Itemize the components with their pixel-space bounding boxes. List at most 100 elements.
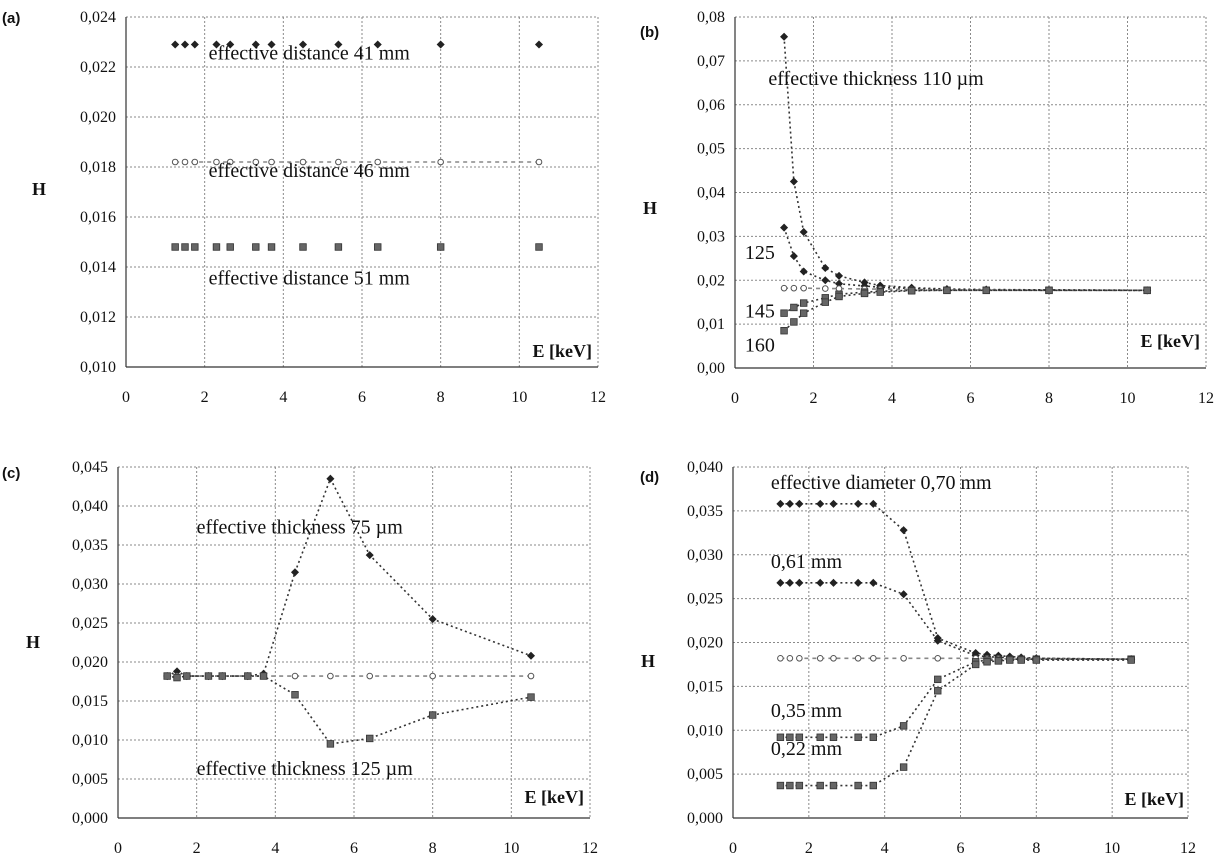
series-4 [780,286,1151,335]
y-tick-label: 0,08 [697,9,725,26]
series-0-point-4 [834,271,844,280]
series-3-point-1 [786,733,794,741]
series-0-point-9 [365,551,374,560]
series-0-point-6 [267,40,276,49]
y-tick-label: 0,000 [687,810,723,827]
series-1-point-3 [821,276,830,285]
series-2-point-2 [191,243,199,251]
series-0-point-5 [854,499,863,508]
y-tick-label: 0,020 [80,109,116,126]
series-2-point-10 [436,243,445,251]
y-tick-label: 0,07 [697,53,725,70]
series-0 [776,499,1136,664]
series-0-point-2 [799,227,808,237]
series-0-point-3 [821,263,830,272]
series-3-line [780,658,1132,739]
series-3-point-6 [869,733,877,741]
x-tick-label: 10 [511,389,527,406]
series-0-point-7 [899,526,908,535]
series-2-point-10 [428,711,437,719]
series-4-point-1 [790,318,798,326]
series-0-point-1 [180,40,190,49]
y-tick-label: 0,045 [72,459,108,476]
series-4-point-2 [799,309,808,317]
y-tick-label: 0,010 [687,722,723,739]
x-tick-label: 8 [429,840,437,857]
panel-1: 0 2 4 6 8 10 12 0,00 0,01 0,02 0,03 0,04 0,05 0,06 0,0… [640,9,1214,407]
series-2-point-3 [816,654,824,662]
series-4-point-9 [971,660,980,669]
series-0-point-1 [789,177,798,186]
series-4-point-2 [795,781,804,790]
y-tick-label: 0,035 [72,537,108,554]
y-tick-label: 0,04 [697,185,725,202]
x-tick-label: 4 [881,840,889,857]
series-0-point-9 [373,40,382,49]
series-0-point-3 [212,40,221,49]
series-3 [776,655,1135,741]
y-axis-title: H [643,198,657,218]
series-0 [171,40,544,49]
x-tick-label: 6 [957,840,965,857]
y-axis-title: H [26,632,40,652]
series-4-point-6 [876,288,884,296]
series-4-point-7 [899,763,908,771]
series-2-point-1 [790,284,798,292]
series-1-point-3 [816,578,825,587]
y-tick-label: 0,024 [80,9,116,26]
series-3-point-2 [795,733,804,741]
x-tick-label: 0 [114,840,122,857]
series-2-point-7 [291,691,299,699]
x-tick-label: 12 [1198,390,1214,407]
y-tick-label: 0,06 [697,97,725,114]
y-tick-label: 0,040 [687,459,723,476]
series-1-point-2 [799,267,808,276]
series-4-line [780,659,1132,787]
annotation-label: effective distance 41 mm [209,43,411,65]
y-tick-label: 0,020 [72,654,108,671]
y-axis-title: H [641,651,655,671]
series-4-point-10 [983,658,991,666]
y-tick-label: 0,000 [72,810,108,827]
annotation-label: 0,61 mm [771,551,843,573]
series-1-point-10 [429,672,436,680]
series-4-point-5 [860,289,869,298]
x-axis-title: E [keV] [525,787,585,807]
annotation-label: effective diameter 0,70 mm [771,472,992,494]
series-0-point-7 [298,40,308,49]
series-1-point-6 [268,158,275,166]
panel-label: (b) [640,24,659,41]
series-0-point-10 [436,40,445,49]
x-tick-label: 0 [731,390,739,407]
series-1 [171,158,543,166]
series-2-point-11 [535,243,543,251]
x-tick-label: 8 [1045,390,1053,407]
series-2-point-5 [854,654,862,662]
x-tick-label: 12 [582,840,598,857]
series-2 [163,672,535,748]
series-1 [776,578,1136,664]
series-0-point-2 [190,40,199,49]
series-1-point-9 [374,158,382,166]
series-2-point-2 [796,654,803,662]
series-4 [776,656,1135,790]
series-0-point-0 [780,32,789,41]
series-4-point-11 [1143,286,1151,295]
series-2-point-1 [173,673,181,682]
series-4-point-10 [1045,286,1053,295]
series-2-point-9 [366,734,374,743]
series-1-point-7 [299,158,307,166]
x-tick-label: 10 [1104,840,1120,857]
y-tick-label: 0,025 [687,591,723,608]
x-tick-label: 10 [1120,390,1136,407]
series-2-point-2 [183,672,191,680]
series-0-point-5 [251,40,260,49]
series-2-point-4 [830,654,837,662]
series-2-point-4 [226,243,234,251]
series-0-line [166,476,532,677]
y-tick-label: 0,005 [72,771,108,788]
x-tick-label: 0 [729,840,737,857]
y-tick-label: 0,016 [80,209,116,226]
y-tick-label: 0,015 [687,678,723,695]
series-2-point-11 [527,693,535,701]
